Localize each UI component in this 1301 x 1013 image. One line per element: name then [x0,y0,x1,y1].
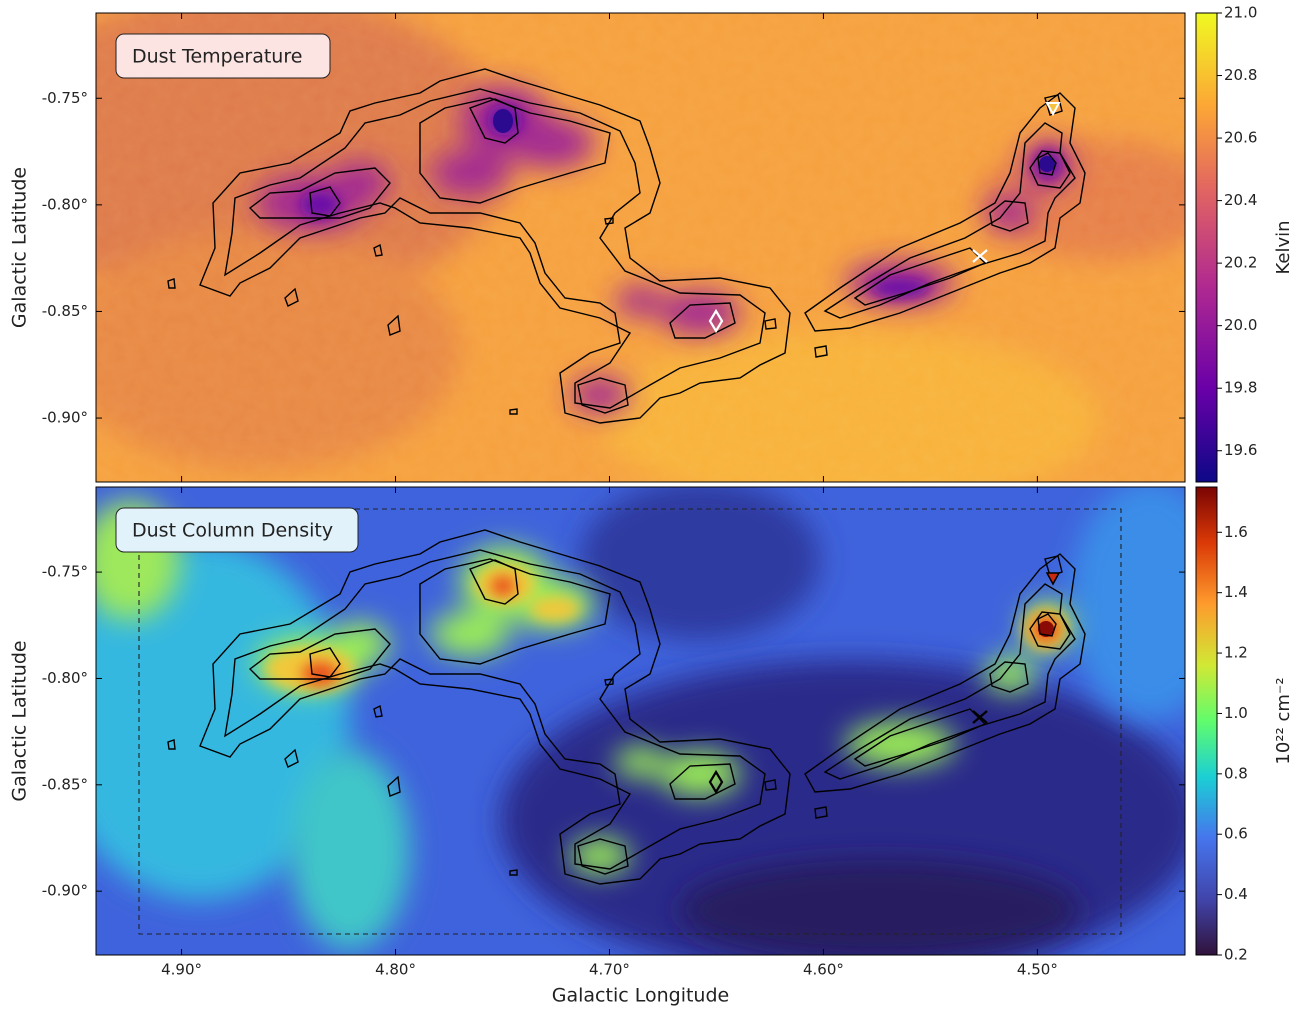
colorbar-label: 10²² cm⁻² [1273,677,1294,764]
y-tick-label: -0.80° [42,669,88,687]
x-tick-label: 4.70° [589,961,630,979]
colorbar-tick-label: 1.2 [1224,644,1248,662]
colorbar [1196,487,1217,955]
figure: Dust Temperature Dust Column Density -0.… [0,0,1301,1009]
colorbar-tick-label: 20.4 [1224,191,1257,209]
x-tick-label: 4.90° [161,961,202,979]
y-tick-label: -0.75° [42,89,88,107]
colorbar-label: Kelvin [1273,220,1294,274]
colorbar-tick-label: 0.8 [1224,764,1248,782]
y-axis-label: Galactic Latitude [9,640,31,801]
x-tick-label: 4.60° [803,961,844,979]
x-axis-label: Galactic Longitude [552,985,729,1007]
colorbar [1196,13,1217,482]
panel-title: Dust Temperature [132,46,302,68]
y-tick-label: -0.80° [42,195,88,213]
y-tick-label: -0.85° [42,302,88,320]
y-tick-label: -0.90° [42,409,88,427]
colorbar-tick-label: 20.2 [1224,254,1257,272]
colorbar-tick-label: 1.6 [1224,523,1248,541]
colorbar-tick-label: 1.4 [1224,583,1248,601]
colorbar-tick-label: 1.0 [1224,704,1248,722]
colorbar-tick-label: 20.6 [1224,129,1257,147]
colorbar-tick-label: 0.2 [1224,946,1248,964]
y-tick-label: -0.75° [42,563,88,581]
x-tick-label: 4.50° [1017,961,1058,979]
colorbar-tick-label: 20.8 [1224,66,1257,84]
colorbar-tick-label: 0.6 [1224,825,1248,843]
colorbar-tick-label: 21.0 [1224,4,1257,22]
colorbar-tick-label: 19.8 [1224,379,1257,397]
column-density-map [50,480,1230,980]
y-axis-label: Galactic Latitude [9,167,31,328]
colorbar-tick-label: 0.4 [1224,885,1248,903]
colorbar-tick-label: 19.6 [1224,441,1257,459]
y-tick-label: -0.90° [42,882,88,900]
y-tick-label: -0.85° [42,775,88,793]
colorbar-tick-label: 20.0 [1224,316,1257,334]
x-tick-label: 4.80° [375,961,416,979]
panel-title: Dust Column Density [132,520,333,542]
